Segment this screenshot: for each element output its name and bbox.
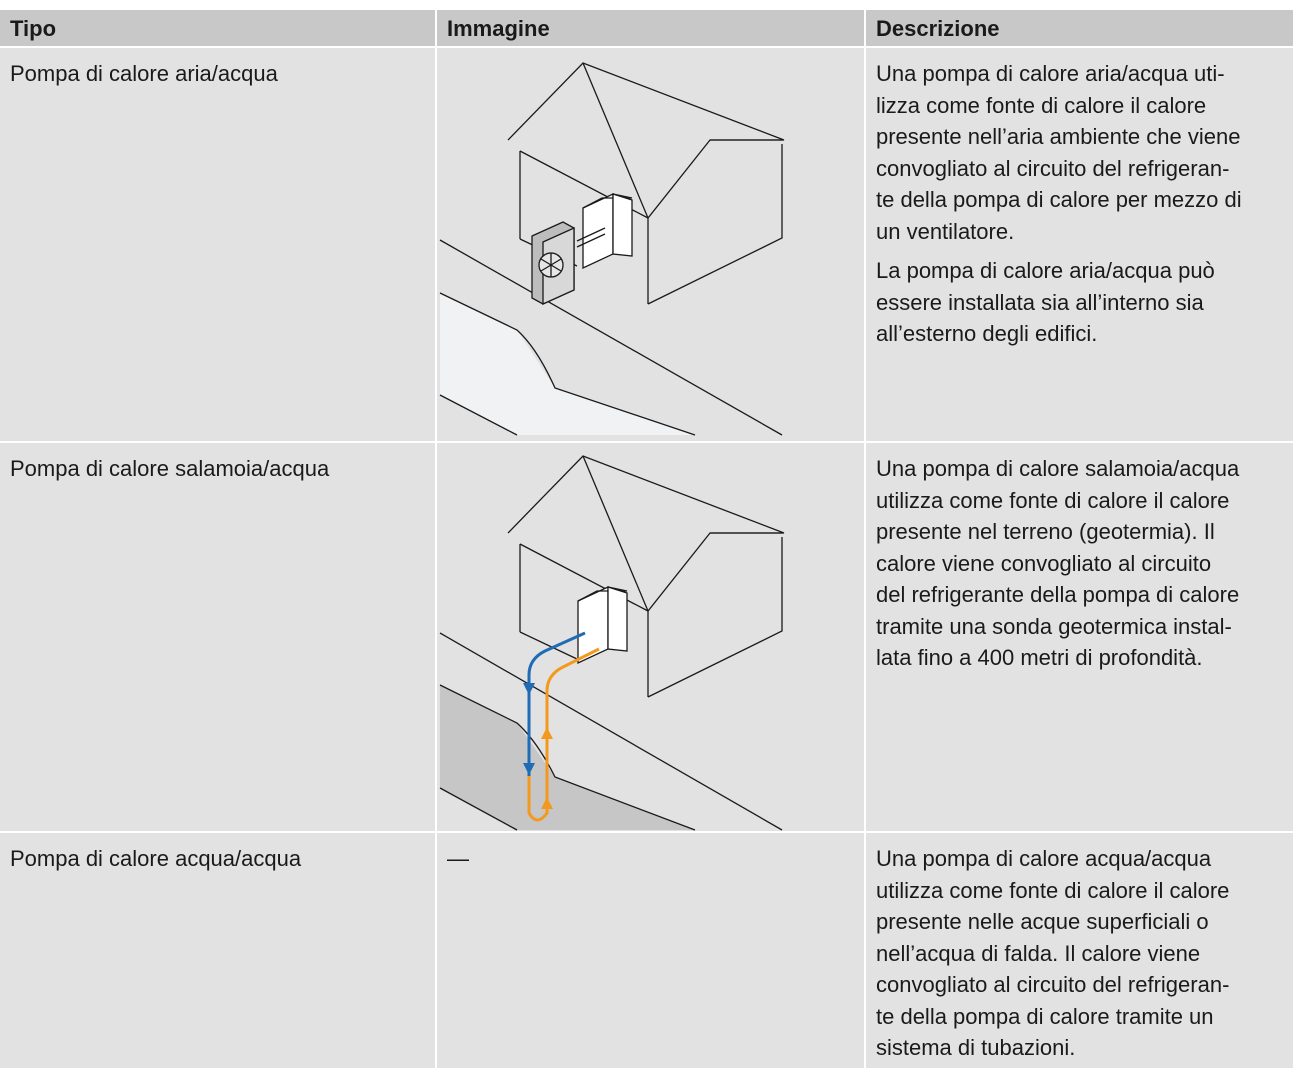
text-line: essere installata sia all’interno sia [876, 289, 1204, 315]
text-line: utilizza come fonte di calore il calore [876, 877, 1230, 903]
text-line: utilizza come fonte di calore il calore [876, 487, 1230, 513]
header-cell: Descrizione [866, 10, 1293, 46]
text-line: all’esterno degli edifici. [876, 321, 1098, 346]
text-line: convogliato al circuito del refrigeran- [876, 155, 1230, 181]
text-line: nell’acqua di falda. Il calore viene [876, 940, 1201, 966]
description-cell: Una pompa di calore acqua/acqua utilizza … [866, 833, 1293, 1068]
paragraph: Una pompa di calore acqua/acqua utilizza … [876, 843, 1285, 1064]
header-cell: Tipo [0, 10, 435, 46]
text-line: te della pompa di calore tramite un [876, 1003, 1214, 1029]
type-cell: Pompa di calore aria/acqua [0, 48, 435, 441]
text-line: lata fino a 400 metri di profondità. [876, 645, 1203, 670]
paragraph: Una pompa di calore aria/acqua uti-lizza… [876, 58, 1285, 247]
type-cell: Pompa di calore acqua/acqua [0, 833, 435, 1068]
text-line: del refrigerante della pompa di calore [876, 582, 1240, 607]
paragraph: La pompa di calore aria/acqua può essere … [876, 255, 1285, 350]
text-line: calore viene convogliato al circuito [876, 550, 1212, 576]
text-line: Una pompa di calore salamoia/acqua [876, 456, 1240, 481]
text-line: presente nell’aria ambiente che viene [876, 124, 1241, 149]
text-line: convogliato al circuito del refrigeran- [876, 972, 1230, 997]
description-cell: Una pompa di calore salamoia/acqua utiliz… [866, 443, 1293, 831]
image-cell: — [437, 833, 864, 1068]
text-line: sistema di tubazioni. [876, 1035, 1076, 1060]
text-line: Una pompa di calore acqua/acqua [876, 846, 1212, 871]
header-cell: Immagine [437, 10, 864, 46]
text-line: lizza come fonte di calore il calore [876, 92, 1207, 118]
text-line: La pompa di calore aria/acqua può [876, 258, 1215, 283]
paragraph: Una pompa di calore salamoia/acqua utiliz… [876, 453, 1285, 674]
illustration-brine-water [439, 455, 785, 831]
text-line: tramite una sonda geotermica instal- [876, 613, 1232, 639]
illustration-air-water [439, 62, 785, 436]
text-line: un ventilatore. [876, 218, 1015, 244]
description-cell: Una pompa di calore aria/acqua uti-lizza… [866, 48, 1293, 441]
type-cell: Pompa di calore salamoia/acqua [0, 443, 435, 831]
text-line: presente nelle acque superficiali o [876, 909, 1209, 934]
text-line: te della pompa di calore per mezzo di [876, 187, 1242, 212]
text-line: Una pompa di calore aria/acqua uti- [876, 61, 1225, 86]
text-line: presente nel terreno (geotermia). Il [876, 519, 1215, 544]
